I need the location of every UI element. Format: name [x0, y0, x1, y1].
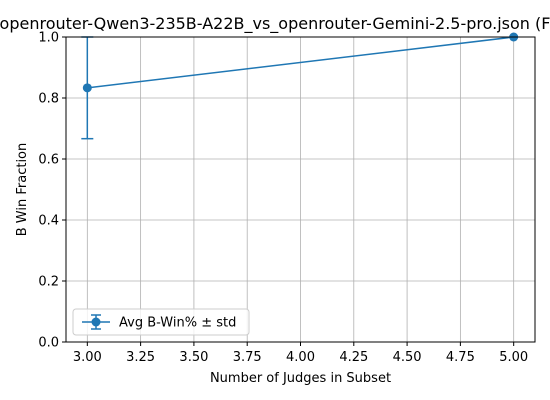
legend: Avg B-Win% ± std [72, 308, 250, 336]
grid [66, 36, 535, 343]
y-tick-label: 1.0 [38, 31, 59, 46]
y-tick-label: 0.8 [38, 92, 59, 107]
x-tick-label: 4.00 [286, 350, 315, 365]
x-axis-label: Number of Judges in Subset [210, 371, 391, 386]
legend-box [72, 308, 250, 336]
x-tick-label: 4.75 [446, 350, 475, 365]
legend-marker [82, 314, 110, 330]
x-tick-label: 3.00 [73, 350, 102, 365]
y-tick-label: 0.6 [38, 153, 59, 168]
x-tick-label: 3.50 [179, 350, 208, 365]
data-point [82, 83, 92, 93]
y-axis-label: B Win Fraction [15, 143, 30, 237]
x-tick-label: 4.25 [339, 350, 368, 365]
plot-frame [65, 36, 536, 343]
legend-point [91, 317, 101, 327]
x-tick-label: 5.00 [499, 350, 528, 365]
series-line [87, 36, 514, 89]
legend-series-label: Avg B-Win% ± std [119, 316, 236, 331]
x-tick-label: 3.75 [233, 350, 262, 365]
y-tick-label: 0.0 [38, 336, 59, 351]
y-tick-label: 0.2 [38, 275, 59, 290]
axis-ticks: 3.00 3.25 3.50 3.75 4.00 4.25 4.50 4.75 5.00 0.0 0… [38, 31, 528, 366]
series-layer [81, 32, 519, 140]
x-tick-label: 3.25 [126, 350, 155, 365]
x-tick-label: 4.50 [393, 350, 422, 365]
chart-title: openrouter-Qwen3-235B-A22B_vs_openrouter… [0, 14, 550, 34]
y-tick-label: 0.4 [38, 214, 59, 229]
